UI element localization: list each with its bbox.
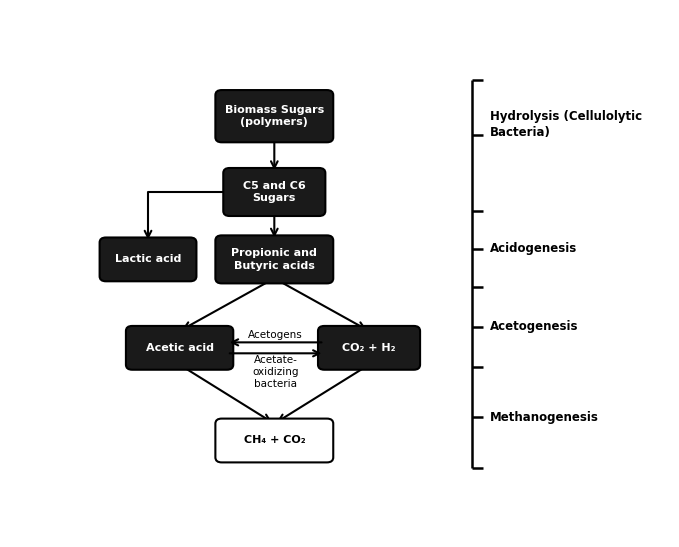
FancyBboxPatch shape xyxy=(126,326,234,370)
Text: Acetogenesis: Acetogenesis xyxy=(490,321,578,333)
Text: Acetic acid: Acetic acid xyxy=(145,343,214,353)
Text: Biomass Sugars
(polymers): Biomass Sugars (polymers) xyxy=(225,105,324,127)
Text: Methanogenesis: Methanogenesis xyxy=(490,411,598,424)
FancyBboxPatch shape xyxy=(318,326,420,370)
Text: Hydrolysis (Cellulolytic
Bacteria): Hydrolysis (Cellulolytic Bacteria) xyxy=(490,110,642,139)
Text: Acidogenesis: Acidogenesis xyxy=(490,242,576,255)
Text: C5 and C6
Sugars: C5 and C6 Sugars xyxy=(243,181,306,203)
FancyBboxPatch shape xyxy=(215,418,333,462)
FancyBboxPatch shape xyxy=(215,235,333,283)
FancyBboxPatch shape xyxy=(215,90,333,142)
Text: Acetate-
oxidizing
bacteria: Acetate- oxidizing bacteria xyxy=(253,356,299,388)
FancyBboxPatch shape xyxy=(223,168,325,216)
FancyBboxPatch shape xyxy=(100,237,196,281)
Text: CO₂ + H₂: CO₂ + H₂ xyxy=(342,343,396,353)
Text: CH₄ + CO₂: CH₄ + CO₂ xyxy=(244,435,305,445)
Text: Propionic and
Butyric acids: Propionic and Butyric acids xyxy=(232,248,317,271)
Text: Lactic acid: Lactic acid xyxy=(115,254,181,264)
Text: Acetogens: Acetogens xyxy=(249,330,303,340)
